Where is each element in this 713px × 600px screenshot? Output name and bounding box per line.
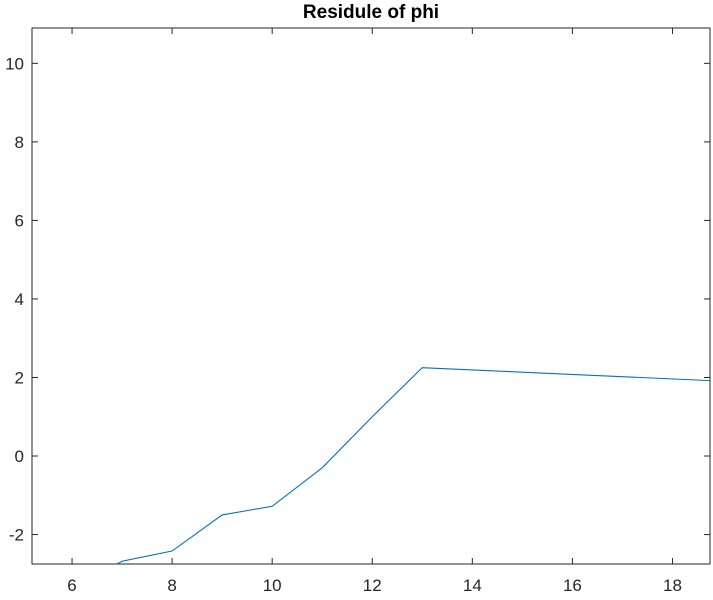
- axes-box: [31, 27, 711, 565]
- y-tick-label: 8: [15, 133, 24, 152]
- x-tick-label: 14: [463, 576, 482, 595]
- y-tick-label: 10: [5, 54, 24, 73]
- y-tick-label: 2: [15, 368, 24, 387]
- x-tick-label: 12: [363, 576, 382, 595]
- y-tick-label: 6: [15, 211, 24, 230]
- y-tick-label: 4: [15, 290, 24, 309]
- x-tick-label: 16: [563, 576, 582, 595]
- x-tick-label: 10: [263, 576, 282, 595]
- y-tick-label: -2: [9, 526, 24, 545]
- chart-title: Residule of phi: [302, 2, 440, 23]
- y-tick-label: 0: [15, 447, 24, 466]
- series-line: [116, 367, 710, 564]
- x-tick-label: 6: [67, 576, 76, 595]
- x-tick-label: 18: [663, 576, 682, 595]
- x-tick-label: 8: [167, 576, 176, 595]
